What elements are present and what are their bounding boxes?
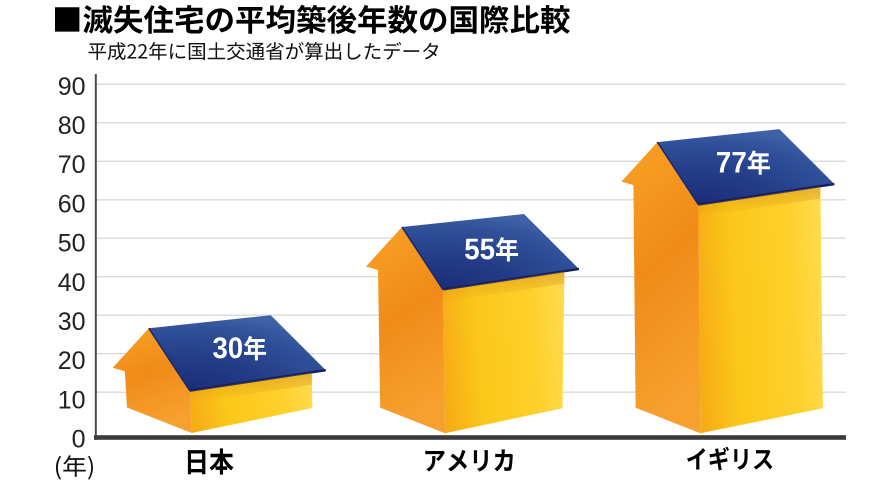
svg-text:30: 30	[58, 308, 86, 336]
svg-text:10: 10	[58, 386, 86, 414]
svg-text:90: 90	[58, 73, 86, 101]
svg-text:60: 60	[58, 190, 86, 218]
svg-text:0: 0	[72, 426, 86, 454]
svg-text:80: 80	[58, 112, 86, 140]
svg-text:40: 40	[58, 269, 86, 297]
svg-text:70: 70	[58, 151, 86, 179]
svg-text:50: 50	[58, 230, 86, 258]
svg-text:20: 20	[58, 347, 86, 375]
